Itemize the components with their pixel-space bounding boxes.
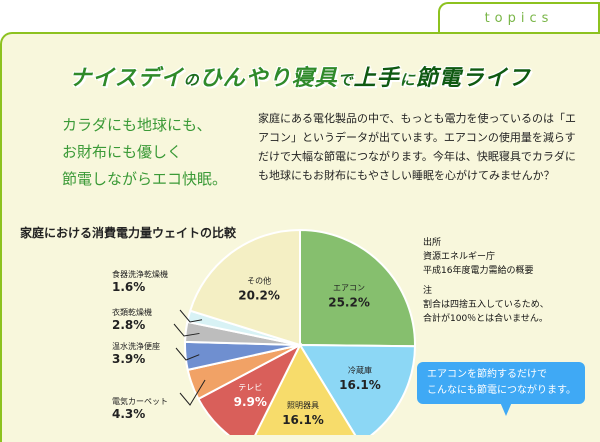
slice-label-6: 衣類乾燥機: [112, 307, 152, 317]
leader-line-7: [179, 309, 203, 323]
source-line-1: 資源エネルギー庁: [423, 252, 496, 262]
slice-label-7: 食器洗浄乾燥機: [112, 269, 168, 279]
pie-slice-2: [254, 342, 357, 435]
callout-line-1: エアコンを節約するだけで: [427, 369, 547, 380]
slice-label-1: 冷蔵庫: [348, 365, 372, 375]
pie-slice-0: [299, 228, 416, 348]
slice-value-7: 1.6%: [112, 280, 145, 294]
leader-line-4: [179, 379, 206, 406]
lead-line-2: お財布にも優しく: [62, 143, 183, 161]
slice-value-5: 3.9%: [112, 352, 145, 366]
slice-label-3: テレビ: [238, 383, 262, 392]
pie-slice-1: [298, 343, 417, 435]
leader-line-6: [173, 323, 200, 337]
callout-tail: [500, 402, 512, 416]
title-part-no: の: [183, 71, 200, 89]
source-note: 出所 資源エネルギー庁 平成16年度電力需給の概要: [423, 236, 533, 278]
slice-label-2: 照明器具: [287, 401, 319, 410]
chart-title: 家庭における消費電力量ウェイトの比較: [20, 226, 237, 240]
title-part-niceday: ナイスデイ: [69, 66, 184, 91]
note-line-1: 割合は四捨五入しているため、: [423, 300, 549, 310]
slice-label-4: 電気カーペット: [112, 396, 168, 406]
callout-box: エアコンを節約するだけで こんなにも節電につながります。: [417, 362, 585, 404]
topics-tab: topics: [438, 2, 600, 36]
slice-label-8: その他: [247, 275, 271, 285]
lead-line-1: カラダにも地球にも、: [62, 116, 212, 134]
topics-tab-label: topics: [484, 11, 554, 26]
lead-line-3: 節電しながらエコ快眠。: [62, 170, 228, 188]
title-part-de: で: [337, 71, 354, 89]
leader-line-5: [175, 347, 200, 361]
slice-value-2: 16.1%: [282, 413, 324, 427]
slice-label-0: エアコン: [333, 283, 365, 292]
slice-value-4: 4.3%: [112, 407, 145, 421]
slice-value-1: 16.1%: [339, 378, 381, 392]
title-part-bedding: ひんやり寝具: [199, 66, 338, 91]
note-line-2: 合計が100％とは合いません。: [423, 314, 548, 324]
lead-copy: カラダにも地球にも、 お財布にも優しく 節電しながらエコ快眠。: [62, 112, 262, 193]
slice-value-3: 9.9%: [234, 395, 267, 409]
slice-value-6: 2.8%: [112, 318, 145, 332]
slice-value-0: 25.2%: [328, 295, 370, 309]
body-paragraph: 家庭にある電化製品の中で、もっとも電力を使っているのは「エアコン」というデータが…: [258, 112, 577, 182]
callout-line-2: こんなにも節電につながります。: [427, 385, 576, 396]
rounding-note: 注 割合は四捨五入しているため、 合計が100％とは合いません。: [423, 284, 549, 326]
slice-value-8: 20.2%: [238, 288, 280, 302]
note-heading: 注: [423, 286, 433, 296]
source-line-2: 平成16年度電力需給の概要: [423, 266, 534, 276]
title-part-jouzu: 上手: [353, 66, 400, 91]
title-part-setsuden: 節電ライフ: [415, 66, 531, 91]
slice-label-5: 温水洗浄便座: [112, 341, 160, 351]
source-heading: 出所: [423, 238, 442, 248]
title-part-ni: に: [399, 71, 416, 89]
page-title: ナイスデイのひんやり寝具で上手に節電ライフ: [0, 60, 600, 92]
pie-slice-8: [188, 228, 301, 347]
